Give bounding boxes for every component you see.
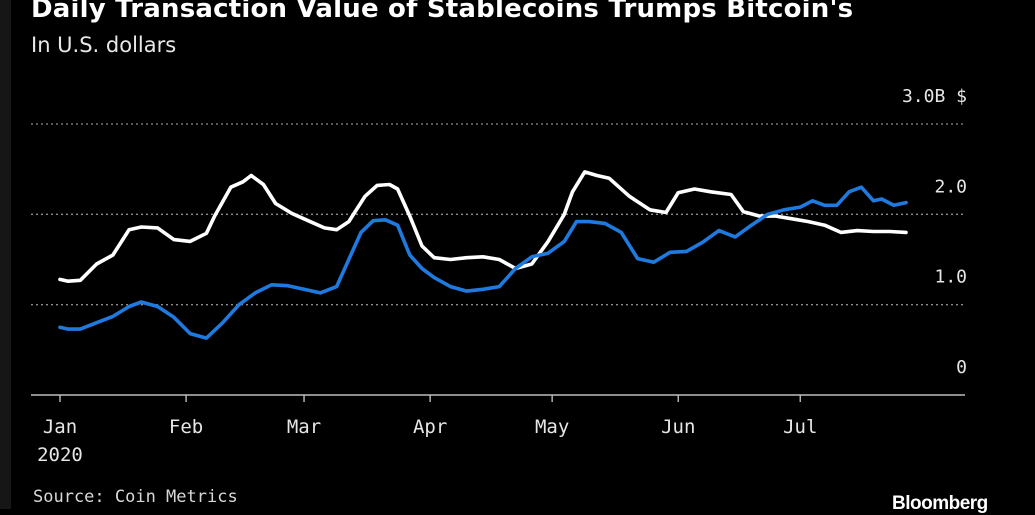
source-note: Source: Coin Metrics [33, 487, 238, 507]
y-tick-label-3: 3.0B $ [902, 86, 967, 107]
x-tick-sublabel-0: 2020 [37, 444, 83, 466]
x-tick-label-0: Jan [43, 416, 77, 438]
y-tick-label-1: 1.0 [934, 267, 967, 288]
x-tick-label-3: Apr [413, 416, 447, 438]
bloomberg-logo: Bloomberg [892, 493, 988, 514]
x-tick-label-1: Feb [169, 416, 203, 438]
x-tick-label-5: Jun [661, 416, 695, 438]
x-tick-label-4: May [535, 416, 569, 438]
y-tick-label-0: 0 [956, 357, 967, 378]
series-line-blue [58, 185, 908, 340]
x-tick-label-2: Mar [287, 416, 321, 438]
chart-subtitle: In U.S. dollars [31, 33, 177, 57]
x-tick-label-6: Jul [783, 416, 817, 438]
chart-title: Daily Transaction Value of Stablecoins T… [31, 0, 854, 24]
left-border [0, 0, 11, 509]
series-line-white [58, 170, 908, 284]
y-tick-label-2: 2.0 [934, 176, 967, 197]
